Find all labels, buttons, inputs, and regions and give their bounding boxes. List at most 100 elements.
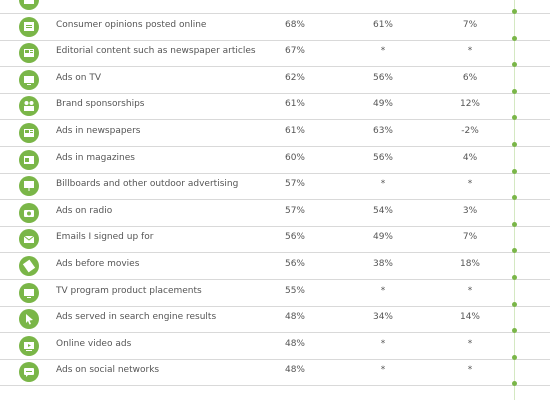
value-cell: * xyxy=(380,365,386,376)
value-cell: -2% xyxy=(461,126,479,136)
film-icon xyxy=(19,256,39,276)
value-cell: 61% xyxy=(284,126,305,136)
value-cell: 49% xyxy=(372,99,393,110)
radio-icon xyxy=(19,202,39,223)
email-icon xyxy=(19,229,39,250)
value-cell: 54% xyxy=(372,205,393,216)
table-row: Ads in newspapers 61% 63% -2% xyxy=(0,120,550,147)
value-cell: 60% xyxy=(363,0,403,3)
table-row: Ads on radio 57% 54% 3% xyxy=(0,200,550,227)
value-cell: 4% xyxy=(462,152,478,163)
value-cell: * xyxy=(380,285,386,296)
row-dot xyxy=(512,88,517,94)
value-cell: 69% xyxy=(275,0,315,3)
value-cell: * xyxy=(467,285,473,296)
sponsorship-icon xyxy=(19,96,39,117)
value-cell: 60% xyxy=(284,152,305,163)
table-row: Ads in magazines 60% 56% 4% xyxy=(0,147,550,174)
row-label: Ads on social networks xyxy=(56,365,160,376)
row-label: TV program product placements xyxy=(56,285,202,296)
value-cell: 62% xyxy=(284,72,305,83)
table-row: Billboards and other outdoor advertising… xyxy=(0,173,550,201)
value-cell: 48% xyxy=(284,365,305,376)
row-dot xyxy=(512,35,517,41)
row-dot xyxy=(512,142,517,147)
row-label: Brand sponsorships xyxy=(56,99,145,110)
value-cell: * xyxy=(467,338,473,349)
value-cell: 12% xyxy=(459,99,480,110)
row-label: Billboards and other outdoor advertising xyxy=(56,179,239,190)
row-dot xyxy=(512,354,517,360)
value-cell: 57% xyxy=(284,179,305,190)
chat-icon xyxy=(19,362,39,383)
tv-icon xyxy=(19,282,39,303)
row-label: Emails I signed up for xyxy=(56,232,154,243)
value-cell: 57% xyxy=(284,205,305,216)
billboard-icon xyxy=(19,176,39,197)
value-cell: 18% xyxy=(459,259,480,269)
table-row: Consumer opinions posted online 68% 61% 7% xyxy=(0,14,550,41)
newspaper-icon xyxy=(19,43,39,64)
row-dot xyxy=(512,248,517,254)
row-dot xyxy=(512,381,517,387)
row-label: Ads in newspapers xyxy=(56,126,141,136)
row-dot xyxy=(512,62,517,68)
value-cell: 48% xyxy=(284,312,305,323)
table-row: Emails I signed up for 56% 49% 7% xyxy=(0,226,550,254)
row-label: Consumer opinions posted online xyxy=(56,19,207,30)
table-row: Branded websites 69% 60% 9% xyxy=(0,0,550,14)
value-cell: 56% xyxy=(284,259,305,269)
web-icon xyxy=(19,0,39,10)
row-label: Ads before movies xyxy=(56,259,140,269)
table-row: Ads before movies 56% 38% 18% xyxy=(0,253,550,280)
table-row: Ads on social networks 48% * * xyxy=(0,359,550,387)
value-cell: 48% xyxy=(284,338,305,349)
row-dot xyxy=(512,9,517,14)
value-cell: 63% xyxy=(372,126,393,136)
table-row: Ads on TV 62% 56% 6% xyxy=(0,67,550,94)
value-cell: 38% xyxy=(372,259,393,269)
value-cell: 56% xyxy=(372,72,393,83)
value-cell: * xyxy=(467,365,473,376)
value-cell: * xyxy=(380,46,386,57)
row-dot xyxy=(512,221,517,227)
value-cell: 61% xyxy=(372,19,393,30)
video-icon xyxy=(19,335,39,356)
row-label: Ads on TV xyxy=(56,72,101,83)
table-row: Online video ads 48% * * xyxy=(0,333,550,360)
value-cell: 3% xyxy=(462,205,478,216)
value-cell: 34% xyxy=(372,312,393,323)
value-cell: 68% xyxy=(284,19,305,30)
value-cell: 55% xyxy=(284,285,305,296)
row-label: Online video ads xyxy=(56,338,132,349)
row-label: Branded websites xyxy=(56,0,136,3)
row-label: Ads on radio xyxy=(56,205,113,216)
row-dot xyxy=(512,168,517,174)
value-cell: 56% xyxy=(372,152,393,163)
row-label: Editorial content such as newspaper arti… xyxy=(56,46,256,57)
value-cell: 61% xyxy=(284,99,305,110)
cursor-icon xyxy=(19,309,39,330)
row-dot xyxy=(512,115,517,121)
value-cell: * xyxy=(467,46,473,57)
table-row: Brand sponsorships 61% 49% 12% xyxy=(0,93,550,121)
row-dot xyxy=(512,301,517,307)
tv-icon xyxy=(19,69,39,90)
value-cell: * xyxy=(467,179,473,190)
value-cell: * xyxy=(380,179,386,190)
value-cell: 67% xyxy=(284,46,305,57)
opinion-icon xyxy=(19,16,39,37)
value-cell: 7% xyxy=(462,232,478,243)
value-cell: 7% xyxy=(462,19,478,30)
magazine-icon xyxy=(19,149,39,170)
row-dot xyxy=(512,275,517,280)
table-row: Editorial content such as newspaper arti… xyxy=(0,40,550,68)
value-cell: 6% xyxy=(462,72,478,83)
value-cell: 56% xyxy=(284,232,305,243)
row-label: Ads served in search engine results xyxy=(56,312,217,323)
row-dot xyxy=(512,195,517,201)
value-cell: * xyxy=(380,338,386,349)
value-cell: 49% xyxy=(372,232,393,243)
table-row: TV program product placements 55% * * xyxy=(0,280,550,307)
